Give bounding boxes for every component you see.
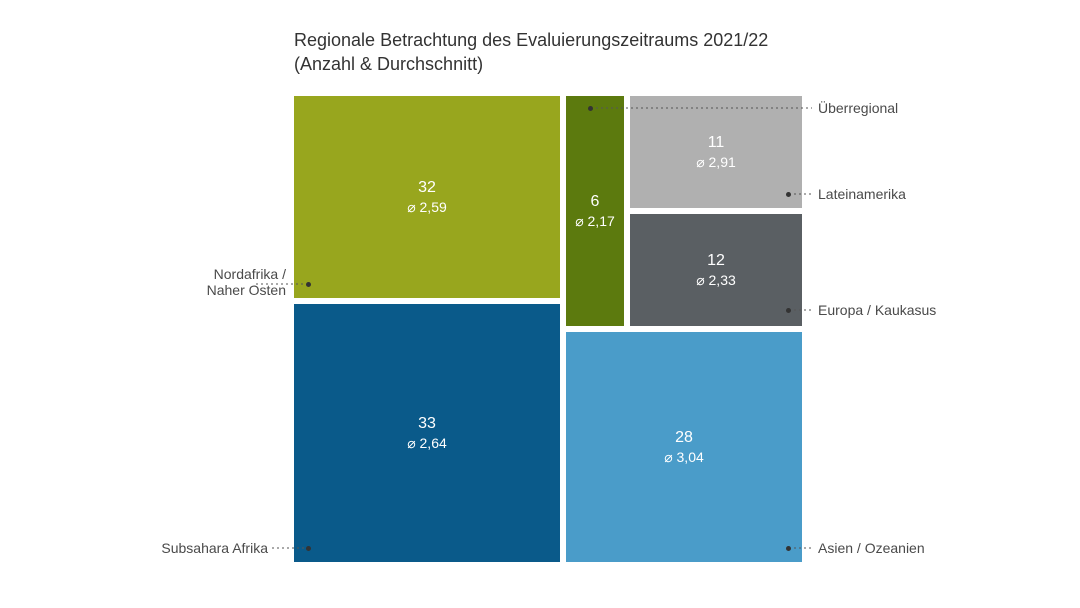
leader-marker [786,192,791,197]
leader-marker [786,308,791,313]
leader-marker [786,546,791,551]
treemap-cell-nordafrika: 32⌀ 2,59 [294,96,560,298]
leader-marker [306,546,311,551]
cell-average: ⌀ 3,04 [664,448,704,466]
treemap-cell-ueberregional: 6⌀ 2,17 [566,96,624,326]
leader-marker [588,106,593,111]
cell-count: 33 [418,414,436,435]
cell-average: ⌀ 2,91 [696,153,736,171]
cell-count: 11 [708,133,725,154]
title-line-1: Regionale Betrachtung des Evaluierungsze… [294,30,768,50]
cell-average: ⌀ 2,17 [575,212,615,230]
treemap-label-subsahara: Subsahara Afrika [158,540,268,556]
title-line-2: (Anzahl & Durchschnitt) [294,54,483,74]
cell-average: ⌀ 2,59 [407,198,447,216]
treemap-chart: 32⌀ 2,5933⌀ 2,646⌀ 2,1711⌀ 2,9112⌀ 2,332… [294,96,802,562]
treemap-label-lateinamerika: Lateinamerika [818,186,906,202]
cell-count: 12 [707,251,725,272]
cell-average: ⌀ 2,64 [407,434,447,452]
cell-count: 32 [418,178,436,199]
treemap-label-nordafrika: Nordafrika / Naher Osten [176,266,286,298]
chart-title: Regionale Betrachtung des Evaluierungsze… [294,28,768,77]
treemap-label-asien: Asien / Ozeanien [818,540,925,556]
treemap-cell-europa: 12⌀ 2,33 [630,214,802,326]
leader-marker [306,282,311,287]
cell-average: ⌀ 2,33 [696,271,736,289]
treemap-cell-subsahara: 33⌀ 2,64 [294,304,560,562]
cell-count: 28 [675,428,693,449]
treemap-cell-asien: 28⌀ 3,04 [566,332,802,562]
cell-count: 6 [591,192,600,213]
treemap-label-europa: Europa / Kaukasus [818,302,936,318]
treemap-cell-lateinamerika: 11⌀ 2,91 [630,96,802,208]
treemap-label-ueberregional: Überregional [818,100,898,116]
